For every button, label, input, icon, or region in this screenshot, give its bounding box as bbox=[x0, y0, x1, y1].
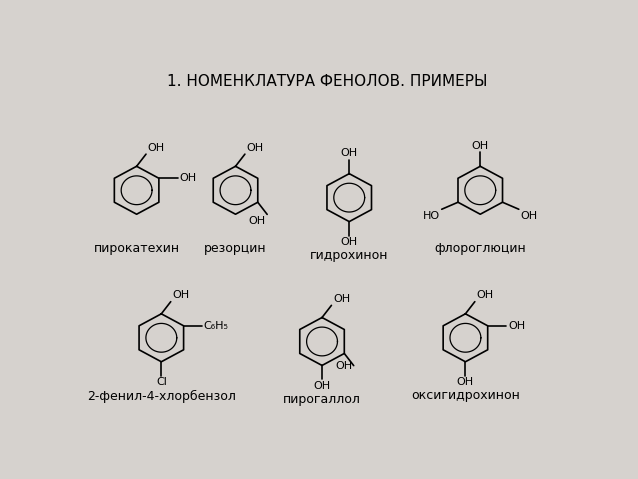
Text: OH: OH bbox=[147, 143, 165, 153]
Text: пирогаллол: пирогаллол bbox=[283, 393, 361, 406]
Text: гидрохинон: гидрохинон bbox=[310, 249, 389, 262]
Text: OH: OH bbox=[249, 216, 265, 226]
Text: HO: HO bbox=[423, 211, 440, 221]
Text: флороглюцин: флороглюцин bbox=[434, 242, 526, 255]
Text: оксигидрохинон: оксигидрохинон bbox=[411, 389, 520, 402]
Text: резорцин: резорцин bbox=[204, 242, 267, 255]
Text: C₆H₅: C₆H₅ bbox=[204, 321, 229, 331]
Text: OH: OH bbox=[508, 321, 525, 331]
Text: Cl: Cl bbox=[156, 377, 167, 387]
Text: OH: OH bbox=[172, 290, 189, 300]
Text: OH: OH bbox=[341, 148, 358, 158]
Text: OH: OH bbox=[179, 173, 197, 183]
Text: OH: OH bbox=[457, 377, 474, 387]
Text: OH: OH bbox=[333, 294, 350, 304]
Text: OH: OH bbox=[471, 141, 489, 151]
Text: 1. НОМЕНКЛАТУРА ФЕНОЛОВ. ПРИМЕРЫ: 1. НОМЕНКЛАТУРА ФЕНОЛОВ. ПРИМЕРЫ bbox=[167, 74, 487, 89]
Text: OH: OH bbox=[246, 143, 263, 153]
Text: OH: OH bbox=[477, 290, 493, 300]
Text: OH: OH bbox=[313, 381, 330, 391]
Text: OH: OH bbox=[341, 237, 358, 247]
Text: OH: OH bbox=[520, 211, 537, 221]
Text: 2-фенил-4-хлорбензол: 2-фенил-4-хлорбензол bbox=[87, 389, 236, 402]
Text: OH: OH bbox=[335, 361, 352, 371]
Text: пирокатехин: пирокатехин bbox=[94, 242, 180, 255]
